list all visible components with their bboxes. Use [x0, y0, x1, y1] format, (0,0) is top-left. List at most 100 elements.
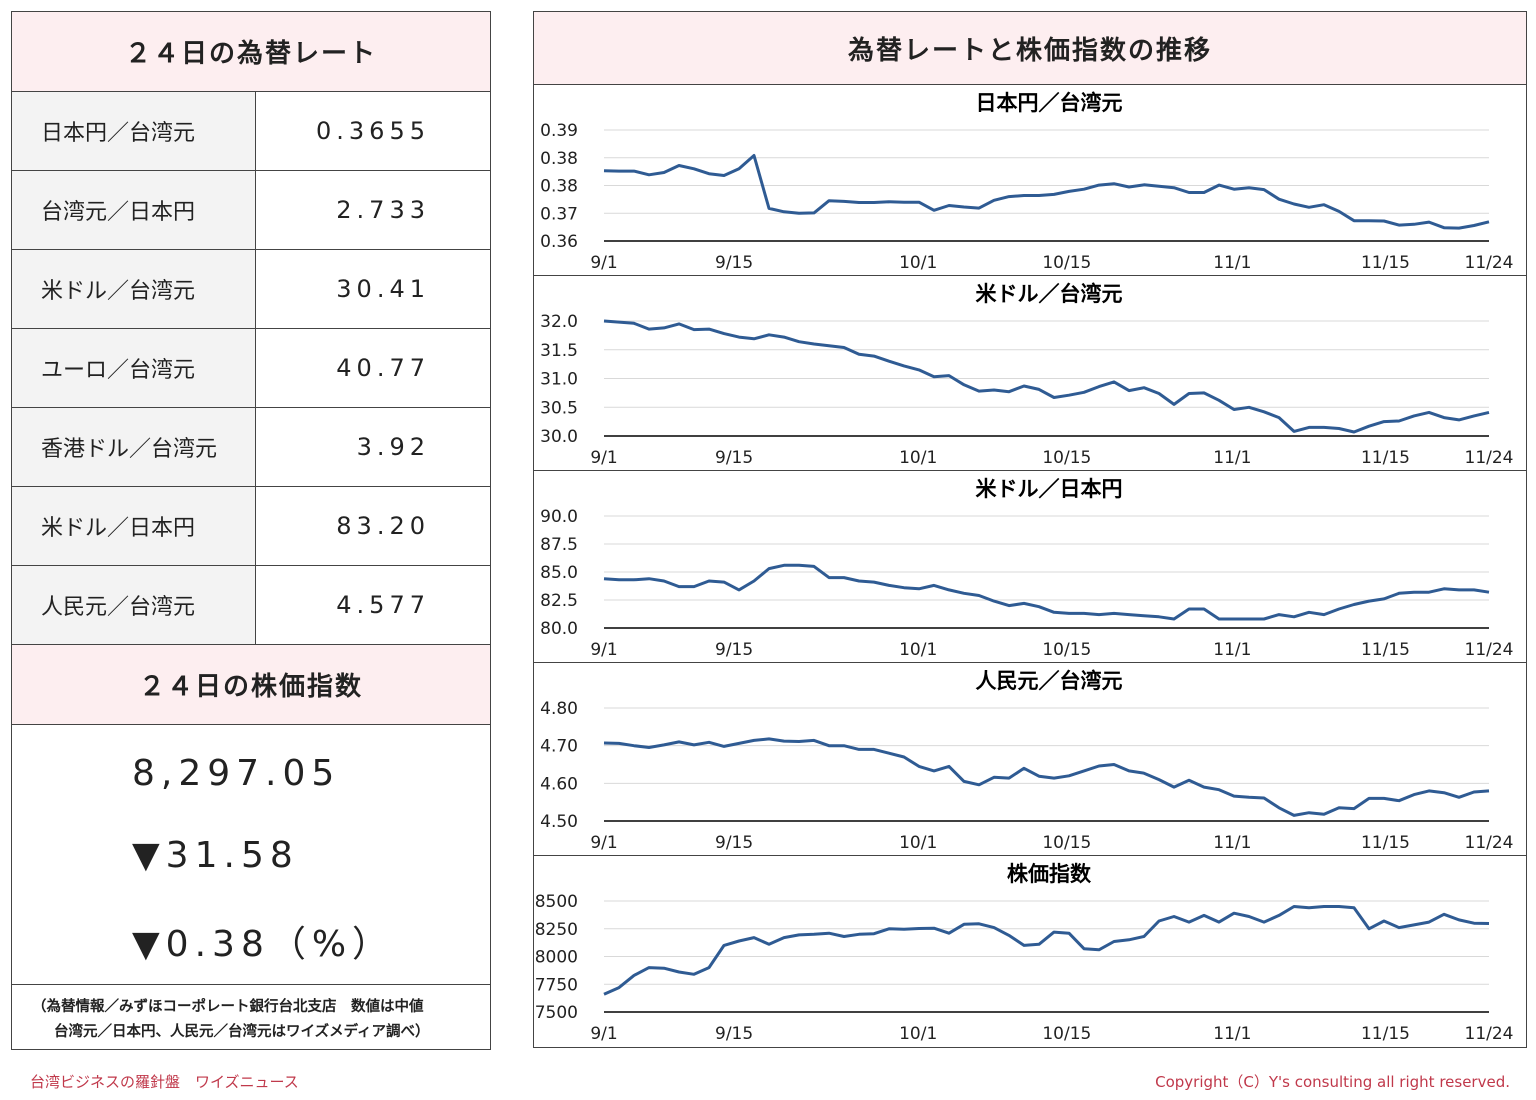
x-tick-label: 11/15: [1361, 640, 1410, 660]
x-tick-label: 9/15: [715, 833, 753, 853]
stock-title: ２４日の株価指数: [12, 645, 490, 725]
y-tick-label: 7750: [535, 975, 578, 995]
rate-name: 人民元／台湾元: [12, 566, 256, 644]
rate-value: 2.733: [336, 196, 430, 224]
footer-brand: 台湾ビジネスの羅針盤 ワイズニュース: [30, 1073, 299, 1091]
x-tick-label: 11/15: [1361, 833, 1410, 853]
y-tick-label: 90.0: [540, 507, 578, 527]
chart-svg: 人民元／台湾元 4.80 4.70 4.60 4.50 9/1 9/15 10/1 10/15 1…: [540, 669, 1514, 853]
y-tick-label: 0.38: [540, 177, 578, 197]
x-tick-label: 10/15: [1042, 640, 1091, 660]
y-tick-label: 87.5: [540, 535, 578, 555]
x-tick-label: 11/1: [1213, 640, 1251, 660]
chart-svg: 株価指数 8500 8250 8000 7750 7500 9/1 9/15 10/1 10/15…: [535, 862, 1514, 1044]
stock-value: 8,297.05: [132, 753, 341, 794]
x-tick-label: 10/15: [1042, 833, 1091, 853]
x-tick-label: 11/24: [1465, 833, 1514, 853]
x-tick-label: 11/1: [1213, 1024, 1251, 1044]
y-tick-label: 4.50: [540, 812, 578, 832]
rate-row: 日本円／台湾元 0.3655: [12, 92, 490, 171]
x-tick-label: 9/1: [590, 640, 617, 660]
chart-title: 人民元／台湾元: [976, 669, 1123, 693]
x-tick-label: 10/15: [1042, 448, 1091, 468]
chart-0: 日本円／台湾元 0.39 0.38 0.38 0.37 0.36 9/1 9/15 10/1 10…: [534, 85, 1526, 276]
rate-value: 4.577: [336, 591, 430, 619]
y-tick-label: 0.36: [540, 232, 578, 252]
x-tick-label: 10/1: [899, 1024, 937, 1044]
rate-name: 米ドル／台湾元: [12, 250, 256, 328]
y-tick-label: 82.5: [540, 591, 578, 611]
chart-svg: 米ドル／台湾元 32.0 31.5 31.0 30.5 30.0 9/1 9/15 10/1 10…: [540, 282, 1514, 468]
chart-svg: 米ドル／日本円 90.0 87.5 85.0 82.5 80.0 9/1 9/15 10/1 10…: [540, 477, 1513, 660]
rate-name: 米ドル／日本円: [12, 487, 256, 565]
x-tick-label: 11/24: [1465, 448, 1514, 468]
x-tick-label: 10/1: [899, 640, 937, 660]
series-line: [603, 563, 1490, 621]
rate-row: 香港ドル／台湾元 3.92: [12, 408, 490, 487]
rate-row: ユーロ／台湾元 40.77: [12, 329, 490, 408]
chart-title: 株価指数: [1007, 862, 1092, 886]
x-tick-label: 9/1: [590, 1024, 617, 1044]
x-tick-label: 9/1: [590, 253, 617, 273]
y-tick-label: 80.0: [540, 619, 578, 639]
rate-row: 人民元／台湾元 4.577: [12, 566, 490, 645]
y-tick-label: 31.0: [540, 370, 578, 390]
series-line: [603, 737, 1490, 817]
rates-panel: ２４日の為替レート 日本円／台湾元 0.3655 台湾元／日本円 2.733 米ドル／台…: [11, 11, 491, 1050]
y-tick-label: 8250: [535, 920, 578, 940]
x-tick-label: 10/1: [899, 253, 937, 273]
chart-svg: 日本円／台湾元 0.39 0.38 0.38 0.37 0.36 9/1 9/15 10/1 10…: [540, 91, 1514, 273]
rates-title: ２４日の為替レート: [12, 12, 490, 92]
rate-name: 香港ドル／台湾元: [12, 408, 256, 486]
stock-change-pct: ▼0.38（%）: [132, 924, 395, 965]
y-tick-label: 30.5: [540, 398, 578, 418]
x-tick-label: 11/1: [1213, 833, 1251, 853]
rate-name: 日本円／台湾元: [12, 92, 256, 170]
y-tick-label: 4.80: [540, 699, 578, 719]
y-tick-label: 85.0: [540, 563, 578, 583]
y-tick-label: 0.37: [540, 204, 578, 224]
rate-value: 40.77: [336, 354, 430, 382]
x-tick-label: 11/1: [1213, 253, 1251, 273]
series-line: [603, 319, 1490, 434]
source-line-2: 台湾元／日本円、人民元／台湾元はワイズメディア調べ）: [54, 1024, 430, 1040]
y-tick-label: 0.38: [540, 149, 578, 169]
source-line-1: （為替情報／みずほコーポレート銀行台北支店 数値は中値: [32, 999, 424, 1015]
x-tick-label: 11/24: [1465, 253, 1514, 273]
charts-panel: 為替レートと株価指数の推移 日本円／台湾元 0.39 0.38 0.38 0.37 0.3…: [533, 11, 1527, 1048]
rate-value: 3.92: [356, 433, 430, 461]
y-tick-label: 8000: [535, 948, 578, 968]
x-tick-label: 10/1: [899, 833, 937, 853]
rate-row: 台湾元／日本円 2.733: [12, 171, 490, 250]
rate-name: 台湾元／日本円: [12, 171, 256, 249]
series-line: [603, 905, 1490, 996]
chart-title: 米ドル／日本円: [976, 477, 1123, 501]
rate-row: 米ドル／日本円 83.20: [12, 487, 490, 566]
stock-change: ▼31.58: [132, 835, 299, 876]
y-tick-label: 32.0: [540, 312, 578, 332]
rate-value: 0.3655: [316, 117, 430, 145]
x-tick-label: 9/15: [715, 640, 753, 660]
rates-table: 日本円／台湾元 0.3655 台湾元／日本円 2.733 米ドル／台湾元 30.41 ユーロ…: [12, 92, 490, 645]
chart-title: 米ドル／台湾元: [976, 282, 1123, 306]
y-tick-label: 4.60: [540, 774, 578, 794]
y-tick-label: 4.70: [540, 737, 578, 757]
x-tick-label: 10/15: [1042, 1024, 1091, 1044]
rate-value: 30.41: [336, 275, 430, 303]
x-tick-label: 9/1: [590, 833, 617, 853]
chart-3: 人民元／台湾元 4.80 4.70 4.60 4.50 9/1 9/15 10/1 10/15 1…: [534, 663, 1526, 856]
y-tick-label: 8500: [535, 892, 578, 912]
x-tick-label: 11/15: [1361, 1024, 1410, 1044]
series-line: [603, 154, 1490, 230]
rate-row: 米ドル／台湾元 30.41: [12, 250, 490, 329]
y-tick-label: 0.39: [540, 121, 578, 141]
charts-title: 為替レートと株価指数の推移: [534, 12, 1526, 85]
x-tick-label: 9/15: [715, 1024, 753, 1044]
chart-2: 米ドル／日本円 90.0 87.5 85.0 82.5 80.0 9/1 9/15 10/1 10…: [534, 471, 1526, 663]
chart-title: 日本円／台湾元: [976, 91, 1123, 115]
rate-name: ユーロ／台湾元: [12, 329, 256, 407]
x-tick-label: 9/1: [590, 448, 617, 468]
chart-4: 株価指数 8500 8250 8000 7750 7500 9/1 9/15 10/1 10/15…: [534, 856, 1526, 1047]
x-tick-label: 9/15: [715, 253, 753, 273]
x-tick-label: 11/1: [1213, 448, 1251, 468]
